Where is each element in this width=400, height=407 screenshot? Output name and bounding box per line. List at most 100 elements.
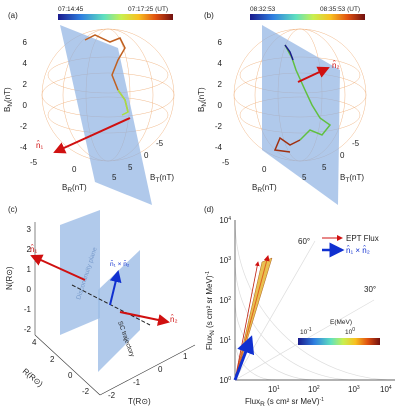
panel-label: (b)	[204, 11, 214, 20]
trajectory	[284, 44, 294, 61]
panel-c: (c) Discontinuity plane SC trajectory n̂…	[5, 205, 196, 406]
y-tick-label: 100	[219, 376, 231, 385]
x-axis-label: R(R⊙)	[21, 367, 45, 389]
y-tick-label: -4	[215, 143, 223, 152]
vector-label: n̂₁	[36, 141, 43, 150]
y-tick-label: 4	[23, 59, 28, 68]
normal-arrow	[53, 117, 131, 154]
y-tick-label: 4	[218, 59, 223, 68]
flux-arrow	[234, 255, 270, 381]
trajectory	[273, 136, 301, 153]
y-tick-label: 3	[27, 225, 32, 234]
axes	[34, 222, 196, 396]
time-start: 08:32:53	[250, 6, 276, 13]
plane	[60, 210, 100, 335]
time-end: 07:17:25 (UT)	[128, 6, 168, 13]
x-tick-label: 103	[348, 385, 360, 394]
z-tick-label: -1	[133, 378, 141, 387]
angle-label: 30°	[364, 285, 376, 294]
z-tick-label: 0	[144, 151, 149, 160]
z-tick-label: -2	[108, 391, 116, 400]
colorbar	[58, 14, 173, 20]
colorbar-tick: 100	[345, 327, 355, 336]
y-tick-label: 2	[218, 80, 223, 89]
time-end: 08:35:53 (UT)	[320, 6, 360, 13]
x-tick-label: 104	[380, 385, 392, 394]
y-tick-label: 2	[27, 245, 32, 254]
normal-arrow	[30, 254, 86, 281]
y-tick-label: 0	[23, 101, 28, 110]
z-axis-label: BT(nT)	[340, 173, 364, 184]
vector-label: n̂₂	[170, 315, 178, 324]
y-tick-label: -1	[24, 305, 32, 314]
vector-label: n̂₁	[30, 245, 37, 254]
y-tick-label: 103	[219, 256, 231, 265]
z-axis-label: BT(nT)	[150, 173, 174, 184]
x-tick-label: 0	[68, 371, 73, 380]
z-tick-label: 1	[183, 352, 188, 361]
z-tick-label: 0	[158, 365, 163, 374]
x-axis-label: FluxR (s cm² sr MeV)-1	[245, 397, 324, 407]
colorbar-tick: 10-1	[300, 327, 312, 336]
z-tick-label: 5	[128, 163, 133, 172]
panel-a: (a) 07:14:45 07:17:25 (UT) n̂₁ BN(nT) 6 …	[3, 6, 174, 205]
y-tick-label: 102	[219, 296, 231, 305]
y-tick-label: -2	[24, 325, 32, 334]
panel-label: (a)	[8, 11, 18, 20]
y-tick-label: 1	[27, 265, 32, 274]
y-tick-label: 101	[219, 336, 231, 345]
x-tick-label: 5	[302, 173, 307, 182]
y-tick-label: 0	[27, 285, 32, 294]
cross-arrow	[233, 335, 255, 381]
plane	[98, 250, 140, 372]
x-tick-label: -5	[222, 158, 230, 167]
vector-label: n̂₁ × n̂₂	[110, 260, 130, 268]
normal-arrow	[297, 66, 330, 83]
trajectory	[284, 44, 332, 141]
panel-b: (b) 08:32:53 08:35:53 (UT) n̂₂ BN(nT) 6 …	[197, 6, 367, 205]
trajectory	[117, 89, 129, 116]
x-tick-label: 2	[50, 355, 55, 364]
y-tick-label: 104	[219, 216, 231, 225]
x-axis-label: BR(nT)	[62, 183, 87, 194]
panel-d: (d) 60° 30° EPT Flux n̂₁ × n̂₂ E(MeV) 10…	[204, 205, 396, 407]
plane	[60, 25, 152, 205]
vector-label: n̂₂	[332, 61, 340, 70]
x-tick-label: 0	[72, 165, 77, 174]
x-tick-label: 4	[32, 338, 37, 347]
legend-label: EPT Flux	[346, 234, 379, 243]
cross-arrow	[109, 270, 122, 306]
x-tick-label: 5	[112, 173, 117, 182]
colorbar-label: E(MeV)	[330, 319, 352, 326]
x-tick-label: 101	[268, 385, 280, 394]
y-tick-label: -4	[20, 143, 28, 152]
plane	[262, 25, 340, 205]
y-axis-label: N(R⊙)	[5, 266, 14, 290]
colorbar	[298, 338, 380, 345]
y-tick-label: -2	[215, 122, 223, 131]
normal-arrow	[119, 311, 170, 326]
x-tick-label: -2	[82, 387, 90, 396]
y-tick-label: 2	[23, 80, 28, 89]
y-axis-label: BN(nT)	[197, 87, 208, 112]
z-tick-label: 0	[340, 151, 345, 160]
x-tick-label: 102	[308, 385, 320, 394]
x-tick-label: 0	[262, 165, 267, 174]
y-axis-label: FluxN (s cm² sr MeV)-1	[205, 271, 216, 350]
y-tick-label: 6	[23, 38, 28, 47]
z-axis-label: T(R⊙)	[128, 397, 151, 406]
z-tick-label: -5	[352, 139, 360, 148]
y-tick-label: -2	[20, 122, 28, 131]
panel-label: (d)	[204, 205, 214, 214]
x-axis-label: BR(nT)	[252, 183, 277, 194]
legend-label: n̂₁ × n̂₂	[346, 246, 370, 255]
panel-label: (c)	[8, 205, 18, 214]
time-start: 07:14:45	[58, 6, 84, 13]
z-tick-label: -5	[156, 139, 164, 148]
y-axis-label: BN(nT)	[3, 87, 14, 112]
angle-label: 60°	[298, 237, 310, 246]
colorbar	[250, 14, 365, 20]
flux-arrow	[234, 261, 260, 381]
x-tick-label: -5	[30, 158, 38, 167]
